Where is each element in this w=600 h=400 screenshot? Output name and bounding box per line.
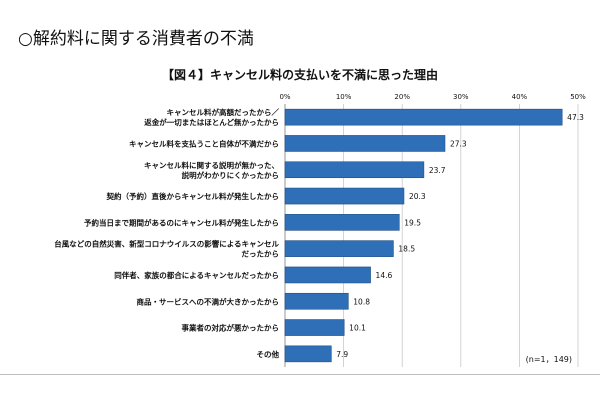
bar xyxy=(284,266,371,284)
category-label: 事業者の対応が悪かったから xyxy=(182,323,280,333)
x-tick-label: 10% xyxy=(336,93,352,101)
page-title: ○解約料に関する消費者の不満 xyxy=(18,29,254,49)
category-label: その他 xyxy=(257,349,280,359)
x-tick-label: 40% xyxy=(512,93,528,101)
category-labels: キャンセル料が高額だったから／返金が一切またはほとんど無かったからキャンセル料を… xyxy=(54,107,279,359)
bar xyxy=(284,292,349,310)
bar xyxy=(284,108,563,126)
bar xyxy=(284,345,332,363)
data-label: 10.8 xyxy=(353,297,370,306)
bar xyxy=(284,135,446,152)
data-label: 27.3 xyxy=(450,139,467,148)
category-label: 商品・サービスへの不満が大きかったから xyxy=(137,296,280,306)
data-label: 20.3 xyxy=(409,192,426,201)
bar xyxy=(284,240,394,257)
bottom-divider xyxy=(0,374,600,375)
data-label: 10.1 xyxy=(349,324,366,333)
x-tick-label: 20% xyxy=(394,93,410,101)
x-tick-label: 30% xyxy=(453,93,469,101)
category-label: キャンセル料に関する説明が無かった、 xyxy=(144,160,279,170)
bar xyxy=(284,187,405,205)
category-label: 契約（予約）直後からキャンセル料が発生したから xyxy=(106,191,280,201)
x-tick-label: 0% xyxy=(279,93,290,101)
data-label: 18.5 xyxy=(398,245,415,254)
sample-size-note: (n=1，149) xyxy=(525,355,572,364)
category-label: 説明がわかりにくかったから xyxy=(182,170,279,180)
data-label: 7.9 xyxy=(336,350,348,359)
data-label: 19.5 xyxy=(404,218,421,227)
chart-bars xyxy=(284,108,563,363)
category-label: 予約当日まで期間があるのにキャンセル料が発生したから xyxy=(84,217,279,227)
category-label: 台風などの自然災害、新型コロナウイルスの影響によるキャンセル xyxy=(54,239,279,249)
category-label: キャンセル料を支払うこと自体が不満だから xyxy=(129,138,279,148)
bar xyxy=(284,319,345,336)
category-label: だったから xyxy=(242,249,280,259)
bar xyxy=(284,161,425,179)
x-tick-label: 50% xyxy=(570,93,586,101)
category-label: 返金が一切またはほとんど無かったから xyxy=(144,117,279,127)
x-axis-ticks: 0% 10% 20% 30% 40% 50% xyxy=(279,93,586,101)
data-labels: 47.3 27.3 23.7 20.3 19.5 18.5 14.6 10.8 10.1 7.9 xyxy=(336,113,584,359)
data-label: 23.7 xyxy=(429,166,446,175)
data-label: 14.6 xyxy=(376,271,393,280)
bar xyxy=(284,214,400,231)
data-label: 47.3 xyxy=(567,113,584,122)
category-label: 同伴者、家族の都合によるキャンセルだったから xyxy=(114,270,279,280)
category-label: キャンセル料が高額だったから／ xyxy=(167,107,280,117)
chart-title: 【図４】キャンセル料の支払いを不満に思った理由 xyxy=(161,68,438,82)
